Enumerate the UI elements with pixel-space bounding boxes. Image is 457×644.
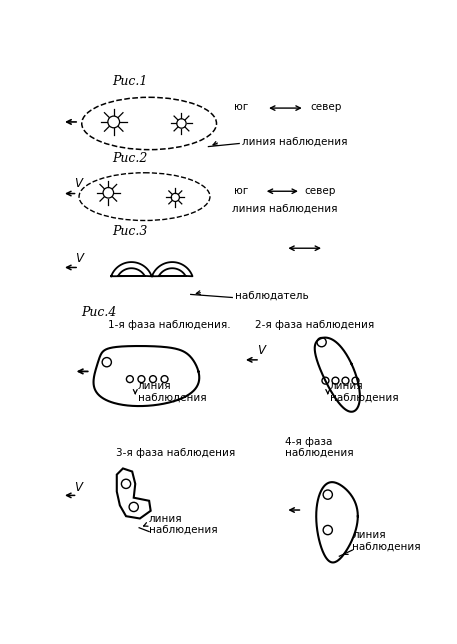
Text: V: V — [74, 481, 82, 494]
Text: юг: юг — [234, 185, 248, 196]
Text: 4-я фаза
наблюдения: 4-я фаза наблюдения — [286, 437, 354, 458]
Polygon shape — [117, 468, 151, 518]
Text: V: V — [257, 345, 265, 357]
Text: Рис.4: Рис.4 — [81, 306, 117, 319]
Polygon shape — [315, 337, 360, 412]
Text: Рис.3: Рис.3 — [112, 225, 148, 238]
Text: Рис.1: Рис.1 — [112, 75, 148, 88]
Text: наблюдатель: наблюдатель — [235, 291, 309, 301]
Text: 3-я фаза наблюдения: 3-я фаза наблюдения — [116, 448, 235, 458]
Text: юг: юг — [234, 102, 248, 113]
Text: линия
наблюдения: линия наблюдения — [149, 513, 218, 535]
Polygon shape — [94, 346, 199, 406]
Text: линия
наблюдения: линия наблюдения — [330, 381, 399, 402]
Text: линия наблюдения: линия наблюдения — [242, 137, 347, 147]
Text: линия наблюдения: линия наблюдения — [232, 204, 337, 214]
Text: V: V — [74, 177, 82, 191]
Text: линия
наблюдения: линия наблюдения — [352, 529, 421, 551]
Text: север: север — [310, 102, 341, 113]
Polygon shape — [152, 262, 192, 276]
Text: 1-я фаза наблюдения.: 1-я фаза наблюдения. — [108, 319, 231, 330]
Text: линия
наблюдения: линия наблюдения — [138, 381, 206, 402]
Text: V: V — [75, 252, 83, 265]
Text: 2-я фаза наблюдения: 2-я фаза наблюдения — [255, 319, 374, 330]
Text: Рис.2: Рис.2 — [112, 152, 148, 165]
Text: север: север — [305, 185, 336, 196]
Polygon shape — [111, 262, 152, 276]
Polygon shape — [316, 482, 358, 562]
